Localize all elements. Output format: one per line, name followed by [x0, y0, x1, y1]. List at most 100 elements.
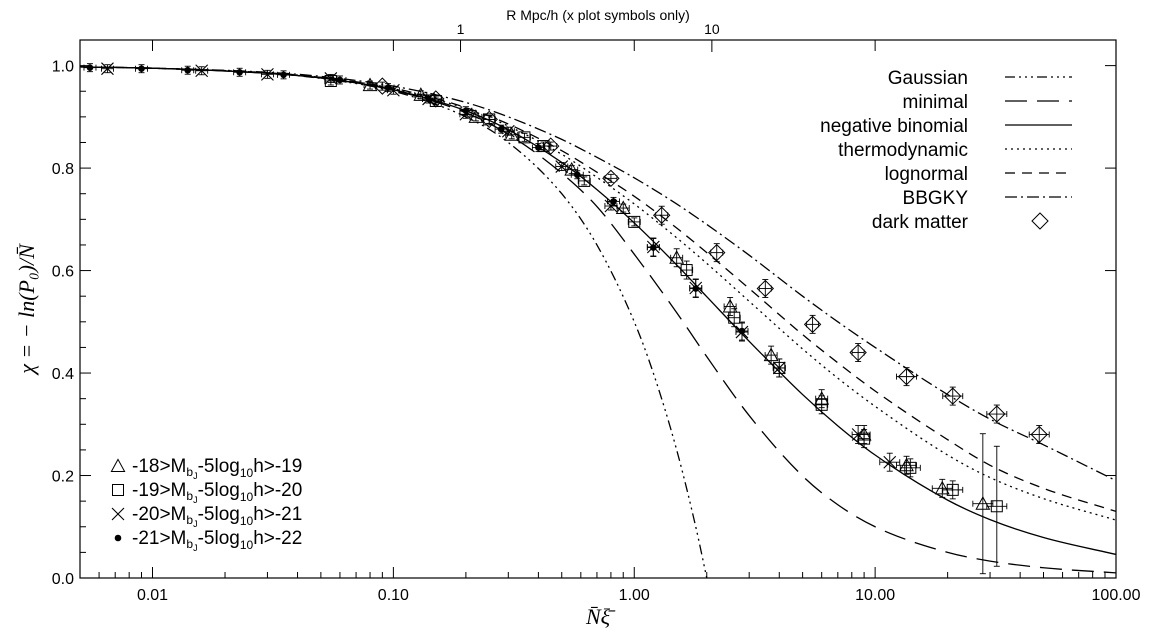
marker-square: [518, 131, 531, 144]
y-tick-label: 1.0: [52, 59, 74, 76]
curve-lognormal: [79, 66, 1117, 513]
marker-diamond: [1030, 425, 1048, 444]
data-point-diamond: [849, 343, 867, 363]
legend-label: BBGKY: [903, 188, 969, 209]
legend-label: dark matter: [872, 212, 969, 233]
data-point-cross: [772, 358, 786, 378]
marker-dot: [497, 125, 505, 133]
data-point-dot: [570, 170, 584, 180]
marker-square: [578, 174, 591, 187]
marker-dot: [573, 171, 581, 179]
legend-label: thermodynamic: [838, 140, 968, 161]
legend-marker-dot: [114, 534, 122, 542]
data-point-cross: [260, 67, 274, 81]
y-tick-label: 0.8: [52, 161, 74, 178]
data-point-square: [517, 131, 531, 144]
marker-diamond: [542, 137, 560, 155]
marker-dot: [650, 244, 657, 251]
data-point-square: [899, 458, 921, 478]
marker-dot: [738, 327, 746, 335]
marker-triangle: [669, 250, 685, 264]
legend-label: minimal: [903, 92, 968, 113]
legend-point-label: -21>MbJ-5log10h>-22: [132, 528, 302, 553]
legend-label: lognormal: [885, 164, 968, 185]
data-points: [83, 62, 1050, 575]
legend-point-label: -19>MbJ-5log10h>-20: [132, 480, 302, 505]
data-point-cross: [195, 64, 209, 78]
top-tick-label: 1: [457, 21, 465, 37]
marker-dot: [535, 144, 542, 151]
legend: Gaussian minimal negative binomial thermody…: [110, 68, 1072, 553]
data-point-dot: [689, 279, 703, 298]
marker-square: [946, 483, 959, 496]
data-point-diamond: [427, 90, 445, 108]
data-point-dot: [531, 143, 545, 153]
data-point-triangle: [615, 200, 631, 215]
legend-marker-square: [112, 484, 124, 496]
data-point-triangle: [722, 296, 738, 316]
data-point-diamond: [602, 169, 620, 188]
data-point-square: [986, 445, 1008, 567]
data-point-cross: [501, 124, 515, 138]
marker-square: [815, 398, 828, 411]
data-point-cross: [851, 425, 865, 444]
data-point-cross: [879, 452, 901, 472]
marker-square: [728, 311, 741, 324]
axis-ticks: 0.01 0.10 1.00 10.00 100.00 0.0 0.2 0.4 0.6 0.8 1.…: [52, 21, 1141, 604]
y-tick-label: 0.6: [52, 264, 74, 281]
data-point-square: [942, 480, 964, 500]
marker-diamond: [849, 343, 867, 362]
x-tick-label: 0.01: [137, 587, 168, 604]
legend-marker-cross: [111, 507, 125, 521]
x-tick-label: 0.10: [378, 587, 409, 604]
data-point-diamond: [756, 279, 775, 298]
data-point-dot: [233, 67, 247, 77]
data-point-dot: [83, 63, 97, 73]
top-axis-title: R Mpc/h (x plot symbols only): [506, 7, 690, 23]
marker-cross: [555, 160, 569, 173]
data-point-diamond: [373, 77, 392, 95]
top-tick-label: 10: [704, 21, 720, 37]
data-point-diamond: [652, 205, 671, 225]
marker-cross: [772, 361, 786, 375]
legend-label: Gaussian: [888, 68, 968, 89]
marker-dot: [86, 64, 94, 71]
legend-label: negative binomial: [820, 116, 968, 137]
marker-dot: [184, 66, 192, 74]
marker-diamond: [652, 206, 671, 224]
data-point-cross: [555, 160, 569, 173]
data-point-triangle: [362, 77, 378, 92]
marker-dot: [610, 198, 617, 205]
data-point-dot: [181, 65, 195, 75]
data-point-diamond: [942, 386, 964, 406]
marker-diamond: [988, 405, 1006, 423]
x-axis-title: N̄ξ̄: [585, 604, 616, 629]
data-point-dot: [735, 321, 749, 341]
marker-diamond: [373, 77, 392, 95]
marker-dot: [692, 285, 700, 292]
data-point-square: [627, 215, 641, 228]
marker-cross: [883, 455, 897, 469]
marker-triangle: [763, 347, 779, 362]
marker-diamond: [708, 243, 726, 262]
data-point-diamond: [896, 367, 917, 387]
data-point-diamond: [542, 137, 560, 155]
marker-cross: [324, 72, 338, 85]
marker-triangle: [975, 496, 991, 510]
marker-dot: [280, 71, 287, 79]
data-point-square: [815, 395, 829, 415]
legend-marker-diamond: [1031, 212, 1049, 230]
data-point-diamond: [803, 314, 822, 334]
data-point-dot: [333, 75, 347, 85]
marker-diamond: [427, 90, 445, 108]
plot-frame: [79, 39, 1117, 579]
x-tick-label: 10.00: [855, 587, 895, 604]
data-point-square: [727, 308, 741, 328]
marker-dot: [462, 107, 470, 115]
data-point-dot: [277, 70, 291, 80]
legend-point-label: -18>MbJ-5log10h>-19: [132, 456, 302, 481]
marker-square: [680, 264, 693, 277]
data-point-triangle: [669, 248, 685, 268]
data-point-triangle: [763, 345, 779, 365]
marker-triangle: [615, 200, 631, 215]
